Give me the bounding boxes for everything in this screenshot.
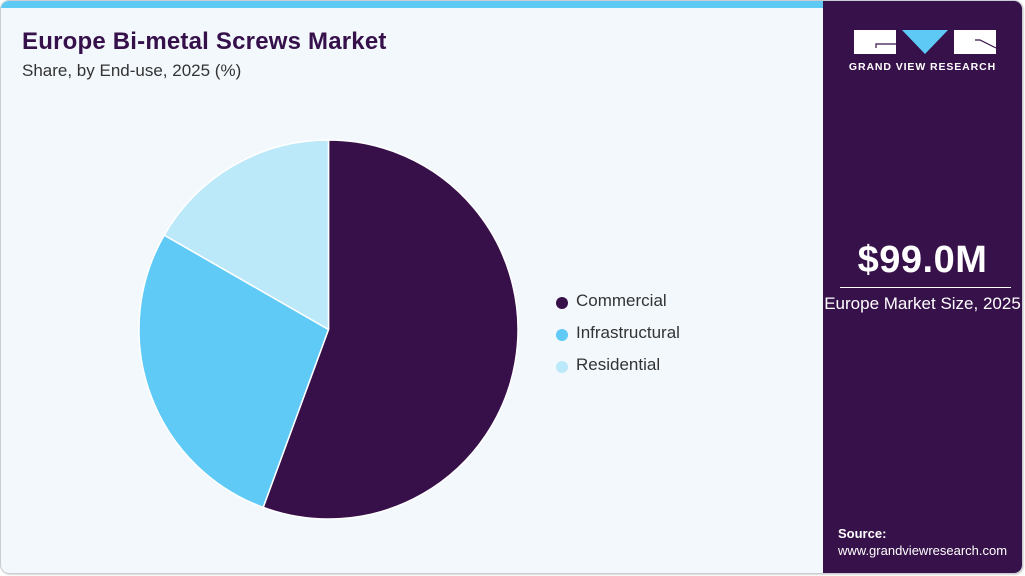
legend-item-infrastructural[interactable]: Infrastructural (556, 317, 680, 349)
chart-subtitle: Share, by End-use, 2025 (%) (22, 61, 242, 80)
legend-label: Infrastructural (576, 323, 680, 342)
legend-item-commercial[interactable]: Commercial (556, 285, 680, 317)
legend-label: Commercial (576, 291, 667, 310)
legend-dot-icon (556, 296, 568, 309)
legend-dot-icon (556, 328, 568, 341)
gvr-logo-icon (854, 30, 996, 54)
pie-slice-infrastructural[interactable] (138, 234, 330, 509)
market-size-value: $99.0M (857, 239, 988, 281)
pie-chart (138, 139, 519, 520)
chart-legend: Commercial Infrastructural Residential (556, 285, 680, 381)
chart-title: Europe Bi-metal Screws Market (22, 28, 387, 55)
legend-dot-icon (556, 360, 568, 373)
pie-slice-commercial[interactable] (262, 139, 519, 520)
summary-panel: GRAND VIEW RESEARCH $99.0M Europe Market… (823, 1, 1022, 573)
brand-name: GRAND VIEW RESEARCH (848, 61, 997, 73)
market-size-label: Europe Market Size, 2025 (824, 294, 1021, 313)
source-label: Source: (838, 526, 887, 541)
legend-item-residential[interactable]: Residential (556, 349, 680, 381)
source-link[interactable]: www.grandviewresearch.com (838, 543, 1008, 558)
pie-slice-residential[interactable] (163, 139, 330, 331)
legend-label: Residential (576, 355, 661, 374)
accent-bar (1, 1, 823, 8)
divider (840, 287, 1011, 288)
